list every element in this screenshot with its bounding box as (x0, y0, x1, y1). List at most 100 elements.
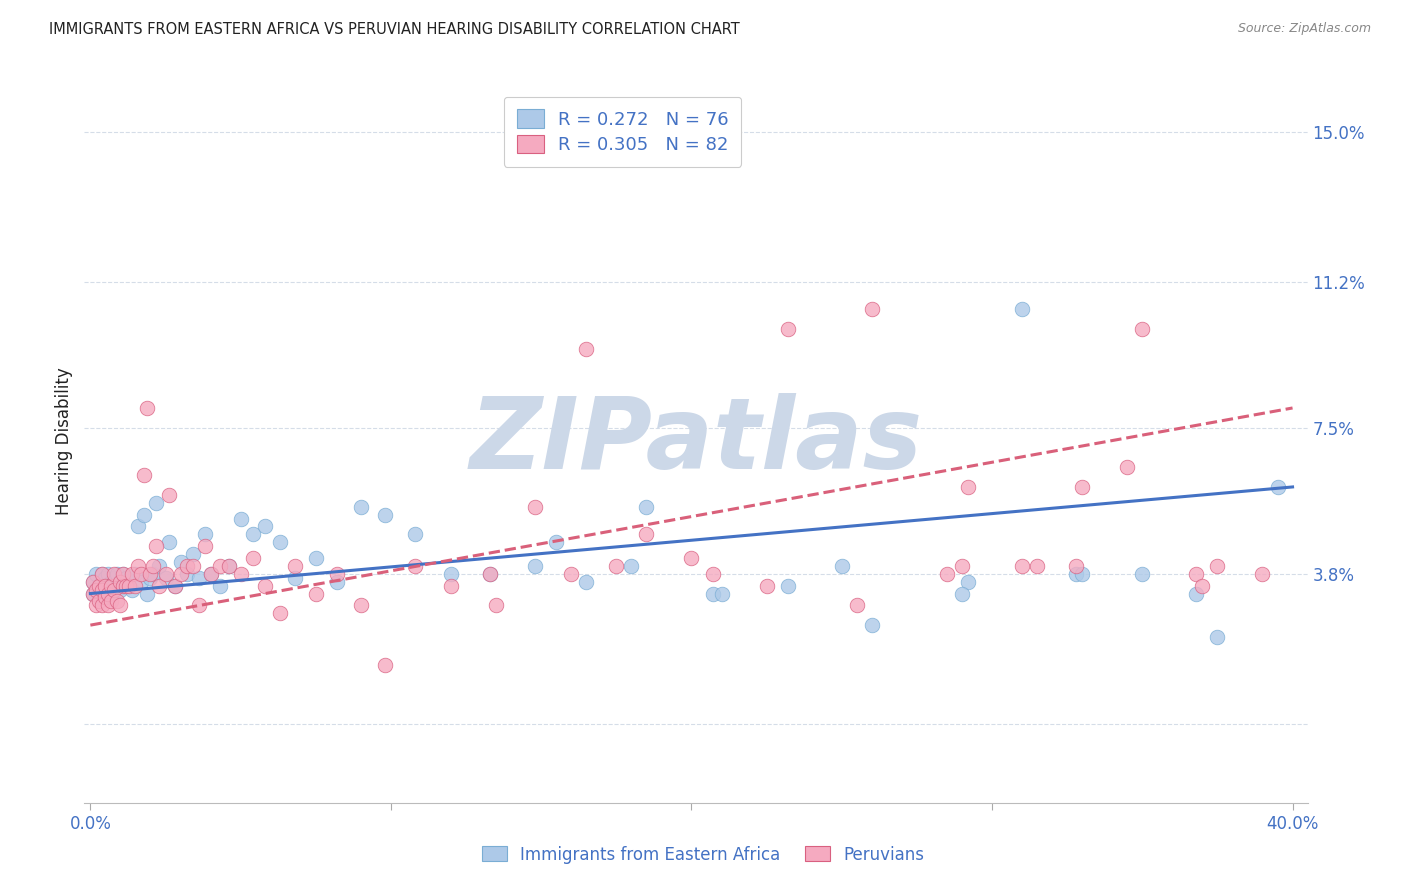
Point (1267, 480, 1289, 494)
Point (524, 558, 547, 573)
Point (1191, 579, 1213, 593)
Point (97, 566, 120, 581)
Point (142, 566, 165, 581)
Point (440, 566, 463, 581)
Point (605, 558, 627, 573)
Point (155, 566, 177, 581)
Point (169, 566, 191, 581)
Point (284, 571, 307, 585)
Point (305, 586, 328, 600)
Point (1064, 566, 1087, 581)
Point (127, 558, 149, 573)
Point (208, 558, 231, 573)
Point (89, 594, 111, 608)
Point (776, 579, 799, 593)
Point (284, 558, 307, 573)
Point (229, 566, 252, 581)
Point (181, 558, 204, 573)
Point (187, 571, 209, 585)
Point (440, 579, 463, 593)
Point (350, 500, 373, 514)
Point (155, 571, 177, 585)
Point (91, 582, 114, 597)
Point (1185, 566, 1208, 581)
Point (86, 566, 108, 581)
Point (1071, 566, 1094, 581)
Point (479, 566, 502, 581)
Point (103, 579, 125, 593)
Point (115, 579, 138, 593)
Point (82, 586, 104, 600)
Point (94, 582, 117, 597)
Point (404, 558, 426, 573)
Point (110, 582, 132, 597)
Point (157, 535, 180, 549)
Point (1071, 480, 1094, 494)
Point (935, 566, 957, 581)
Point (127, 519, 149, 533)
Point (91, 566, 114, 581)
Point (956, 574, 979, 589)
Point (269, 535, 291, 549)
Point (1011, 302, 1033, 317)
Point (97, 599, 120, 613)
Point (200, 566, 222, 581)
Text: IMMIGRANTS FROM EASTERN AFRICA VS PERUVIAN HEARING DISABILITY CORRELATION CHART: IMMIGRANTS FROM EASTERN AFRICA VS PERUVI… (49, 22, 740, 37)
Point (89, 591, 111, 605)
Point (91, 599, 114, 613)
Text: Source: ZipAtlas.com: Source: ZipAtlas.com (1237, 22, 1371, 36)
Point (575, 342, 598, 356)
Point (194, 527, 217, 541)
Point (710, 586, 733, 600)
Point (269, 607, 291, 621)
Point (163, 579, 186, 593)
Point (194, 539, 217, 553)
Point (1064, 558, 1087, 573)
Legend: Immigrants from Eastern Africa, Peruvians: Immigrants from Eastern Africa, Peruvian… (475, 839, 931, 871)
Point (139, 571, 162, 585)
Point (110, 599, 132, 613)
Point (131, 566, 153, 581)
Point (404, 527, 426, 541)
Point (546, 535, 568, 549)
Legend: R = 0.272   N = 76, R = 0.305   N = 82: R = 0.272 N = 76, R = 0.305 N = 82 (503, 96, 741, 167)
Point (831, 558, 853, 573)
Point (100, 574, 122, 589)
Point (485, 599, 508, 613)
Point (181, 547, 204, 561)
Point (620, 558, 643, 573)
Point (86, 582, 108, 597)
Point (218, 558, 240, 573)
Point (326, 566, 349, 581)
Point (82, 586, 104, 600)
Point (100, 579, 122, 593)
Point (702, 586, 724, 600)
Point (145, 496, 167, 510)
Point (103, 571, 125, 585)
Point (107, 566, 129, 581)
Point (121, 582, 143, 597)
Point (374, 657, 396, 672)
Point (118, 579, 141, 593)
Point (776, 322, 799, 336)
Point (148, 579, 170, 593)
Point (845, 599, 868, 613)
Point (169, 555, 191, 569)
Point (636, 500, 658, 514)
Point (253, 519, 276, 533)
Point (950, 586, 973, 600)
Point (163, 579, 186, 593)
Point (350, 599, 373, 613)
Point (242, 527, 264, 541)
Point (91, 586, 114, 600)
Point (115, 571, 138, 585)
Point (145, 539, 167, 553)
Point (121, 566, 143, 581)
Point (1206, 630, 1229, 644)
Point (136, 401, 159, 415)
Text: ZIPatlas: ZIPatlas (470, 393, 922, 490)
Point (97, 579, 120, 593)
Point (89, 579, 111, 593)
Point (82, 574, 104, 589)
Point (956, 480, 979, 494)
